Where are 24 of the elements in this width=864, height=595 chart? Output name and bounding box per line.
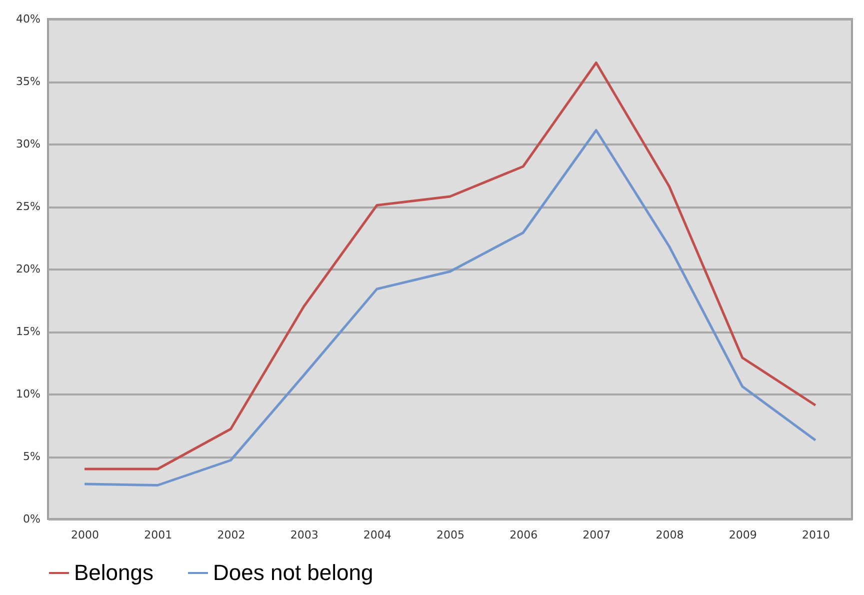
x-tick-label: 2001 [144,528,172,542]
y-tick-label: 25% [16,200,40,213]
x-tick-label: 2000 [71,528,100,542]
line-series [83,129,817,486]
legend-label: Does not belong [213,560,374,585]
y-tick-label: 5% [23,450,40,463]
x-tick-label: 2003 [290,528,318,542]
line-series [83,62,817,470]
y-tick-label: 40% [16,12,40,26]
x-tick-label: 2010 [802,528,830,542]
legend-label: Belongs [74,560,154,585]
x-tick-label: 2008 [656,528,684,542]
x-tick-label: 2004 [363,528,392,542]
x-tick-label: 2005 [436,528,464,542]
x-tick-label: 2007 [582,528,611,542]
y-tick-label: 30% [16,138,40,150]
x-tick-label: 2009 [728,528,757,542]
x-tick-label: 2002 [217,528,246,542]
y-tick-label: 35% [16,75,40,88]
y-tick-label: 10% [16,388,40,400]
y-tick-label: 15% [16,325,40,338]
y-tick-label: 20% [16,262,40,276]
x-tick-label: 2006 [510,528,538,542]
y-tick-label: 0% [23,512,40,526]
